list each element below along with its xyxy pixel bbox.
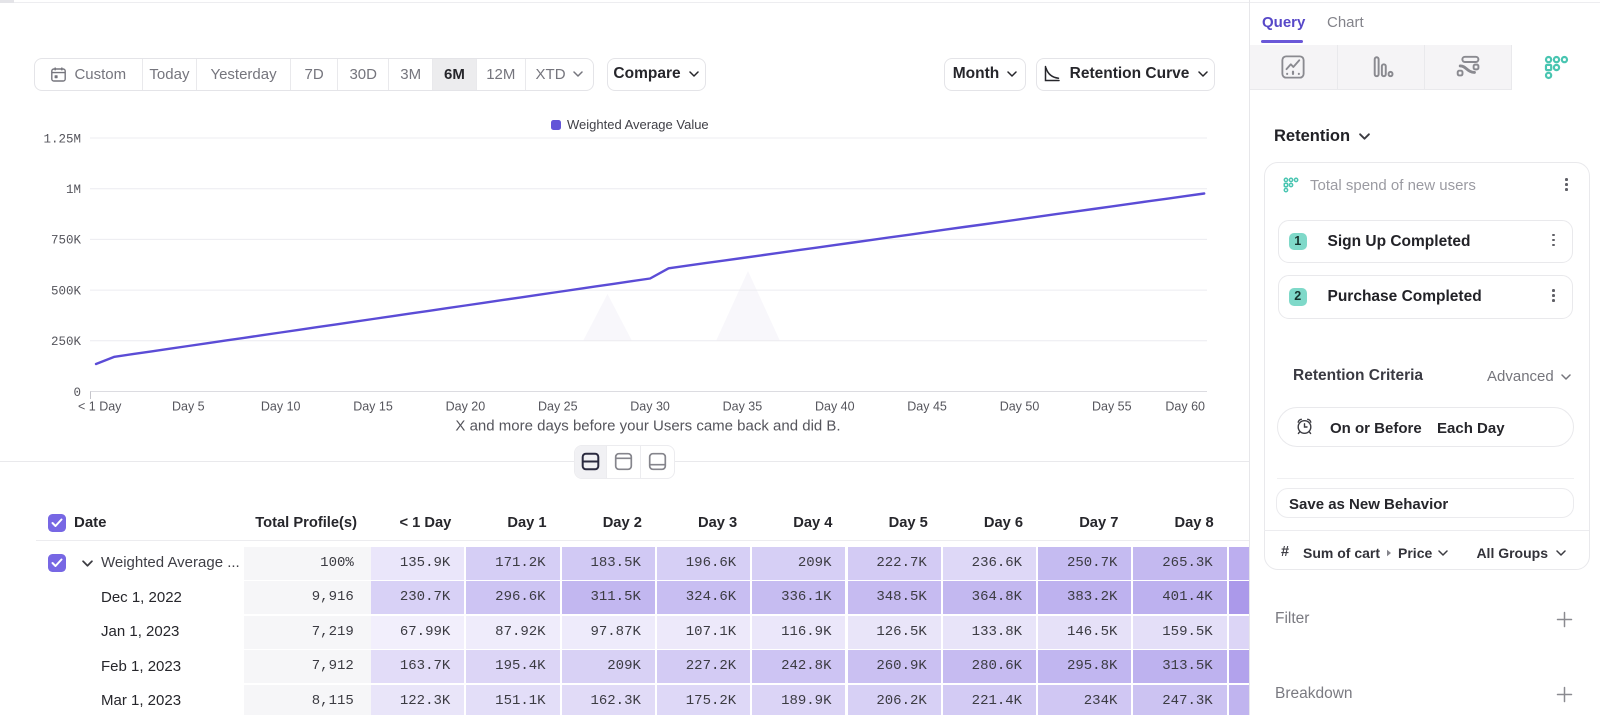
svg-text:Day 60: Day 60: [1165, 400, 1205, 414]
svg-text:1.25M: 1.25M: [43, 132, 81, 146]
svg-text:Day 20: Day 20: [446, 400, 486, 414]
svg-text:Day 55: Day 55: [1092, 400, 1132, 414]
svg-text:Day 50: Day 50: [1000, 400, 1040, 414]
svg-text:0: 0: [73, 386, 81, 400]
svg-text:Day 35: Day 35: [723, 400, 763, 414]
svg-text:< 1 Day: < 1 Day: [78, 400, 122, 414]
svg-text:250K: 250K: [51, 335, 82, 349]
svg-text:Day 30: Day 30: [630, 400, 670, 414]
svg-text:Day 40: Day 40: [815, 400, 855, 414]
svg-text:Day 45: Day 45: [907, 400, 947, 414]
svg-text:Day 15: Day 15: [353, 400, 393, 414]
svg-text:750K: 750K: [51, 234, 82, 248]
svg-text:Day 25: Day 25: [538, 400, 578, 414]
svg-text:Day 10: Day 10: [261, 400, 301, 414]
svg-text:Day 5: Day 5: [172, 400, 205, 414]
svg-text:1M: 1M: [66, 183, 81, 197]
svg-text:X and more days before your Us: X and more days before your Users came b…: [455, 418, 840, 435]
svg-text:500K: 500K: [51, 284, 82, 298]
